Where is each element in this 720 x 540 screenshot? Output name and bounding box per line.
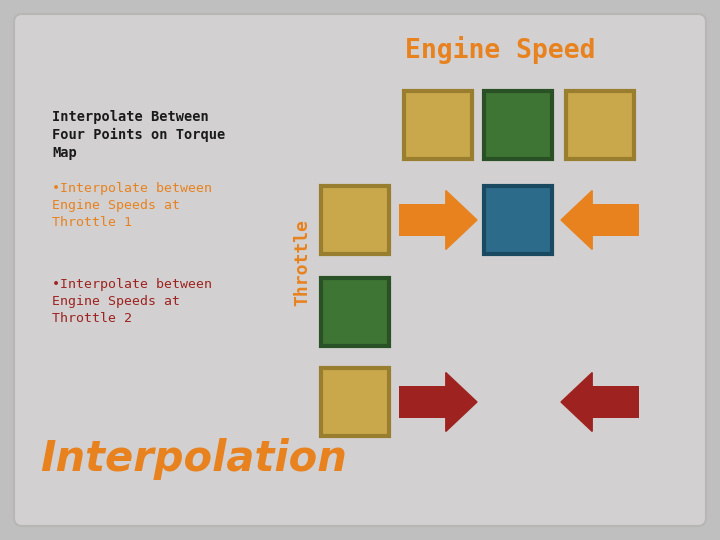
Bar [484,91,552,159]
Bar [404,91,472,159]
FancyBboxPatch shape [14,14,706,526]
Bar [321,368,389,436]
Text: Engine Speeds at: Engine Speeds at [52,295,180,308]
Text: Four Points on Torque: Four Points on Torque [52,128,225,142]
Text: Map: Map [52,146,77,160]
Text: Throttle 2: Throttle 2 [52,312,132,325]
Text: Engine Speed: Engine Speed [405,36,595,64]
Bar [593,204,639,236]
Polygon shape [446,191,477,249]
Polygon shape [446,373,477,431]
Bar [484,186,552,254]
Bar [399,204,446,236]
Text: Engine Speeds at: Engine Speeds at [52,199,180,212]
Text: Interpolation: Interpolation [40,438,347,480]
Text: •Interpolate between: •Interpolate between [52,182,212,195]
Polygon shape [561,373,593,431]
Text: •Interpolate between: •Interpolate between [52,278,212,291]
Bar [566,91,634,159]
Bar [593,386,639,418]
Bar [321,186,389,254]
Text: Throttle: Throttle [293,219,311,306]
Bar [399,386,446,418]
Text: Interpolate Between: Interpolate Between [52,110,209,124]
Bar [321,278,389,346]
Polygon shape [561,191,593,249]
Text: Throttle 1: Throttle 1 [52,216,132,229]
